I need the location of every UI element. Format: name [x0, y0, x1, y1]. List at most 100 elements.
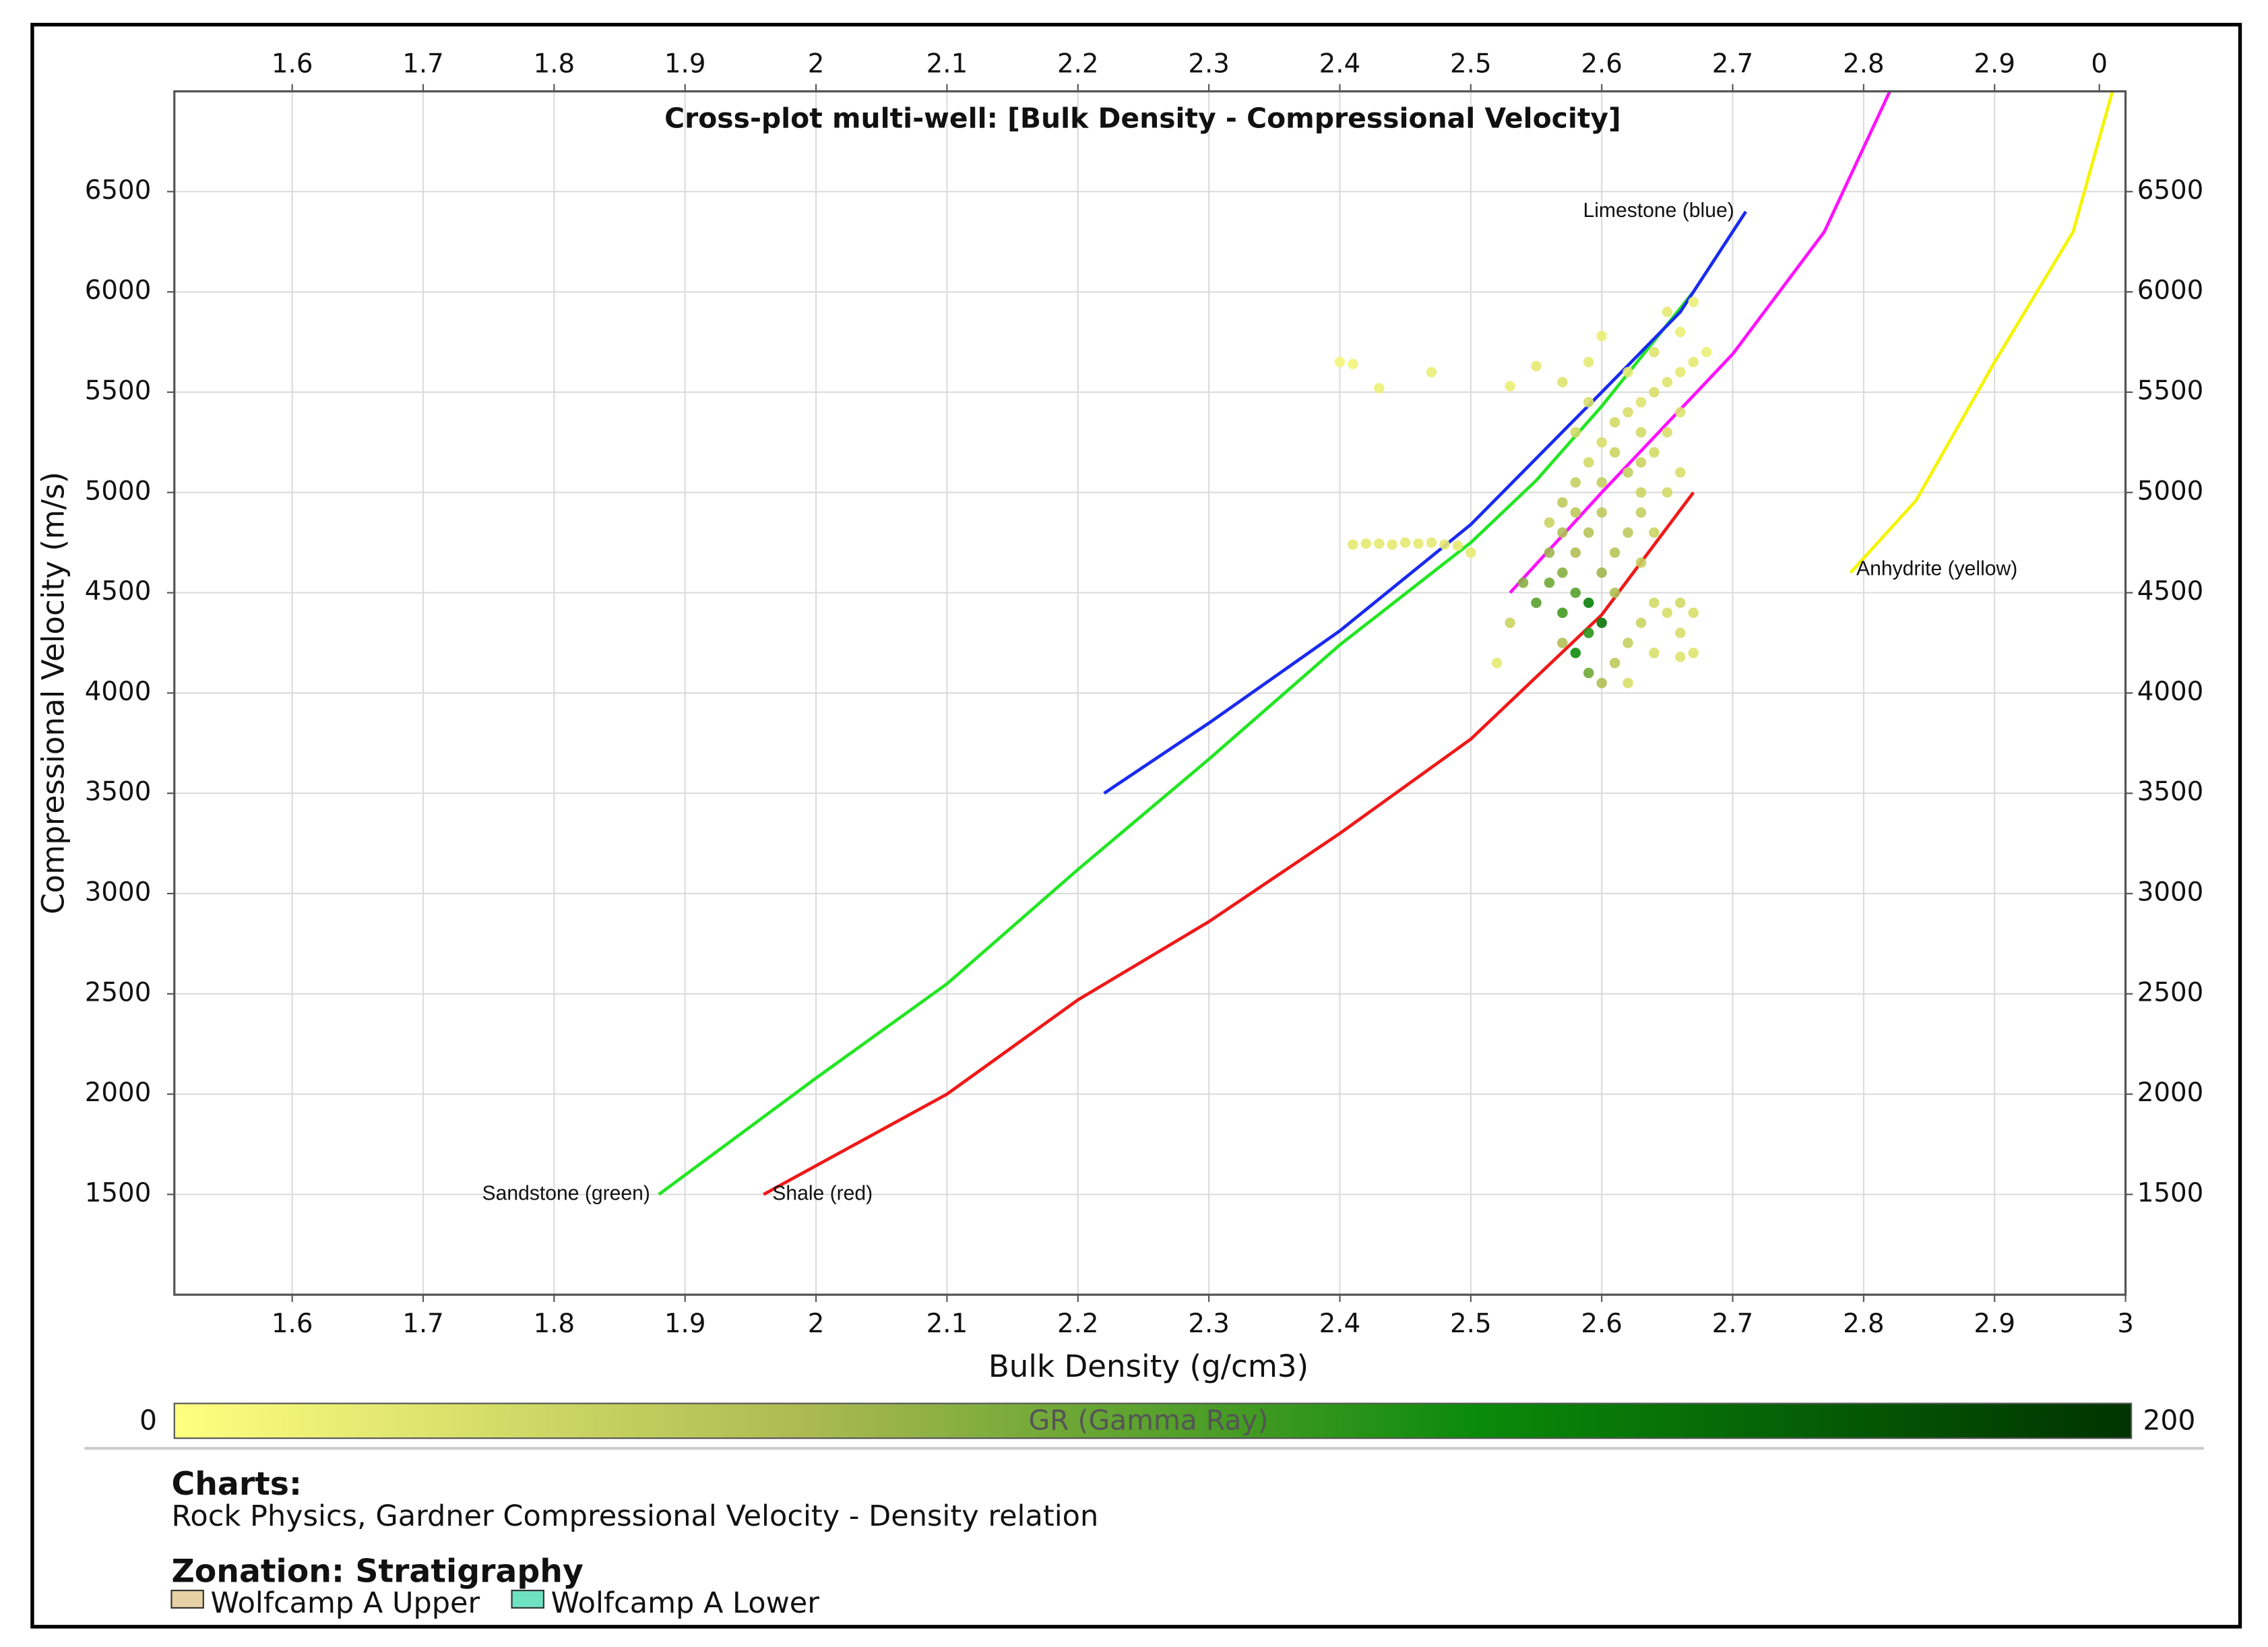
charts-text: Rock Physics, Gardner Compressional Velo… — [171, 1499, 1098, 1533]
x2-tick-label: 2 — [808, 49, 825, 79]
point — [1596, 330, 1607, 342]
point — [1334, 356, 1346, 368]
zone-label: Wolfcamp A Lower — [551, 1586, 820, 1620]
x2-tick-label: 1.8 — [534, 49, 575, 79]
y-tick-label: 6500 — [85, 175, 152, 206]
x-tick-label: 2 — [808, 1309, 825, 1339]
point — [1360, 538, 1372, 549]
curve — [1509, 90, 1891, 594]
zonation-title: Zonation: Stratigraphy — [171, 1553, 583, 1590]
point — [1688, 648, 1699, 658]
y2-tick-label: 6000 — [2137, 276, 2204, 306]
y2-tick-label: 3500 — [2137, 777, 2204, 807]
point — [1635, 557, 1647, 568]
x-tick-label: 2.5 — [1450, 1309, 1492, 1339]
x-tick-label: 2.4 — [1319, 1309, 1361, 1339]
point — [1609, 587, 1620, 598]
point — [1675, 467, 1686, 478]
point — [1557, 527, 1568, 538]
point — [1531, 361, 1542, 372]
point — [1596, 567, 1607, 578]
x2-tick-label: 2.4 — [1319, 49, 1361, 79]
point — [1544, 547, 1555, 558]
point — [1544, 577, 1555, 588]
x-tick-label: 2.8 — [1843, 1309, 1885, 1339]
x2-tick-label: 2.2 — [1057, 49, 1099, 79]
y2-tick-label: 1500 — [2137, 1178, 2204, 1208]
colorbar-min: 0 — [139, 1404, 157, 1437]
point — [1635, 507, 1647, 518]
point — [1635, 457, 1647, 468]
point — [1675, 406, 1686, 418]
curve-label: Limestone (blue) — [1583, 199, 1734, 222]
x2-tick-label: 1.6 — [272, 49, 313, 79]
point — [1583, 527, 1594, 538]
point — [1688, 297, 1699, 307]
point — [1635, 427, 1647, 438]
point — [1596, 507, 1607, 518]
point — [1570, 587, 1581, 598]
x-tick-label: 1.7 — [402, 1309, 444, 1339]
colorbar-max: 200 — [2143, 1404, 2195, 1437]
point — [1426, 367, 1437, 377]
y2-tick-label: 3000 — [2137, 877, 2204, 907]
point — [1583, 356, 1594, 368]
point — [1635, 487, 1647, 498]
curve-label: Shale (red) — [772, 1182, 873, 1204]
point — [1583, 667, 1594, 679]
point — [1662, 427, 1673, 438]
curve — [658, 290, 1695, 1196]
x-tick-label: 1.8 — [534, 1309, 575, 1339]
point — [1609, 657, 1620, 669]
x-tick-label: 1.6 — [272, 1309, 313, 1339]
point — [1662, 307, 1673, 317]
point — [1596, 437, 1607, 448]
point — [1557, 377, 1568, 387]
x-tick-label: 2.9 — [1974, 1309, 2015, 1339]
point — [1387, 539, 1397, 550]
x2-tick-label: 1.9 — [664, 49, 706, 79]
point — [1649, 527, 1660, 538]
point — [1675, 597, 1686, 609]
x2-tick-label: 0 — [2091, 49, 2108, 79]
point — [1491, 657, 1503, 669]
point — [1609, 447, 1620, 458]
point — [1583, 457, 1594, 468]
y-tick-label: 5500 — [85, 375, 152, 406]
point — [1688, 607, 1699, 619]
point — [1688, 356, 1699, 368]
x-tick-label: 3 — [2117, 1309, 2134, 1339]
point — [1675, 367, 1686, 377]
colorbar-label: GR (Gamma Ray) — [1029, 1404, 1269, 1437]
point — [1662, 487, 1673, 498]
point — [1675, 652, 1686, 662]
point — [1596, 617, 1607, 628]
x2-tick-label: 2.7 — [1712, 49, 1754, 79]
chart-title: Cross-plot multi-well: [Bulk Density - C… — [664, 102, 1621, 135]
point — [1570, 427, 1581, 438]
point — [1609, 416, 1620, 428]
curve-label: Sandstone (green) — [482, 1182, 650, 1204]
point — [1649, 597, 1660, 609]
point — [1374, 383, 1385, 394]
y2-tick-label: 6500 — [2137, 175, 2204, 206]
x-tick-label: 2.7 — [1712, 1309, 1754, 1339]
point — [1544, 517, 1555, 528]
y-tick-label: 5000 — [85, 476, 152, 506]
x2-tick-label: 1.7 — [402, 49, 444, 79]
charts-title: Charts: — [171, 1466, 301, 1503]
point — [1413, 538, 1424, 549]
point — [1374, 538, 1385, 549]
point — [1348, 359, 1358, 370]
y2-tick-label: 4000 — [2137, 677, 2204, 707]
x2-tick-label: 2.9 — [1974, 49, 2015, 79]
point — [1583, 627, 1594, 638]
y-tick-label: 1500 — [85, 1178, 152, 1208]
y2-tick-label: 5500 — [2137, 375, 2204, 406]
point — [1557, 567, 1568, 578]
point — [1649, 387, 1660, 398]
point — [1570, 648, 1581, 658]
y2-tick-label: 4500 — [2137, 576, 2204, 607]
y-tick-label: 3000 — [85, 877, 152, 907]
colorbar — [173, 1402, 2133, 1439]
